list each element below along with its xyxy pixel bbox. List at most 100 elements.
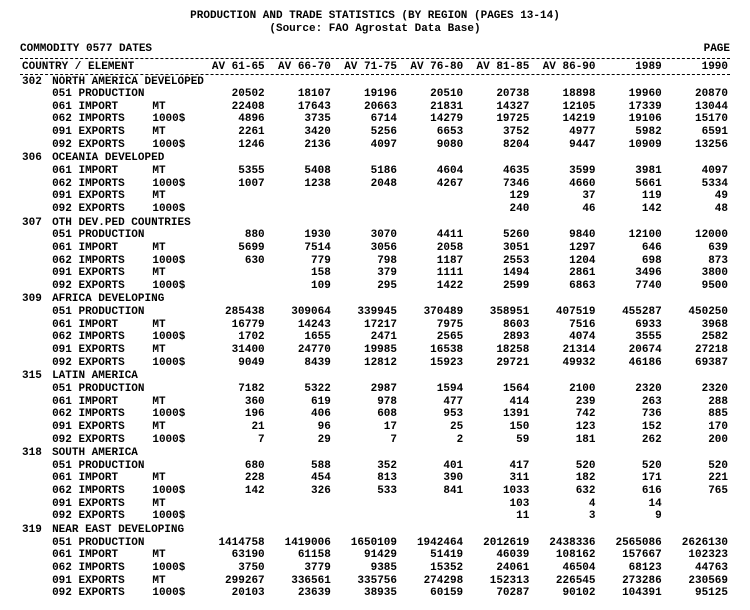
value-cell: 262: [598, 434, 664, 447]
stats-table: COUNTRY / ELEMENT AV 61-65AV 66-70AV 71-…: [20, 61, 730, 600]
col-header-left: COUNTRY / ELEMENT: [20, 61, 200, 74]
element-label: 061 IMPORT: [50, 549, 150, 562]
value-cell: 5661: [598, 178, 664, 191]
data-row: 092 EXPORTS1000$1139: [20, 510, 730, 523]
data-row: 062 IMPORTS1000$489637356714142791972514…: [20, 113, 730, 126]
value-cell: 3555: [598, 331, 664, 344]
value-cell: 1655: [267, 331, 333, 344]
region-header: 306OCEANIA DEVELOPED: [20, 151, 730, 165]
value-cell: [399, 203, 465, 216]
value-cell: 885: [664, 408, 730, 421]
value-cell: 5260: [465, 229, 531, 242]
value-cell: 21831: [399, 101, 465, 114]
value-cell: 158: [267, 267, 333, 280]
element-unit: [150, 383, 200, 396]
value-cell: 813: [333, 472, 399, 485]
value-cell: 263: [598, 396, 664, 409]
value-cell: 14279: [399, 113, 465, 126]
value-cell: 14: [598, 498, 664, 511]
element-label: 092 EXPORTS: [50, 139, 150, 152]
value-cell: 7182: [200, 383, 266, 396]
value-cell: 46039: [465, 549, 531, 562]
value-cell: 129: [465, 190, 531, 203]
value-cell: [200, 203, 266, 216]
value-cell: 1702: [200, 331, 266, 344]
value-cell: 12105: [531, 101, 597, 114]
element-unit: MT: [150, 575, 200, 588]
value-cell: 9447: [531, 139, 597, 152]
value-cell: 2048: [333, 178, 399, 191]
value-cell: 1204: [531, 255, 597, 268]
value-cell: 7514: [267, 242, 333, 255]
value-cell: 16779: [200, 319, 266, 332]
region-header: 307OTH DEV.PED COUNTRIES: [20, 216, 730, 230]
divider-top: [20, 58, 730, 59]
value-cell: 18258: [465, 344, 531, 357]
region-code: 309: [20, 292, 50, 306]
data-row: 061 IMPORTMT6319061158914295141946039108…: [20, 549, 730, 562]
data-row: 061 IMPORTMT228454813390311182171221: [20, 472, 730, 485]
data-row: 091 EXPORTSMT314002477019985165381825821…: [20, 344, 730, 357]
value-cell: 14219: [531, 113, 597, 126]
value-cell: 3735: [267, 113, 333, 126]
commodity-label: COMMODITY 0577 DATES: [20, 43, 152, 56]
element-unit: MT: [150, 498, 200, 511]
value-cell: 2626130: [664, 537, 730, 550]
data-row: 061 IMPORTMT5699751430562058305112976466…: [20, 242, 730, 255]
value-cell: 414: [465, 396, 531, 409]
element-label: 062 IMPORTS: [50, 178, 150, 191]
value-cell: 390: [399, 472, 465, 485]
value-cell: 49: [664, 190, 730, 203]
region-code: 307: [20, 216, 50, 230]
value-cell: 477: [399, 396, 465, 409]
element-unit: 1000$: [150, 587, 200, 600]
element-label: 092 EXPORTS: [50, 510, 150, 523]
region-name: LATIN AMERICA: [50, 369, 730, 383]
value-cell: 401: [399, 460, 465, 473]
data-row: 092 EXPORTS1000$904984391281215923297214…: [20, 357, 730, 370]
value-cell: 90102: [531, 587, 597, 600]
element-label: 051 PRODUCTION: [50, 229, 150, 242]
value-cell: 6714: [333, 113, 399, 126]
value-cell: 798: [333, 255, 399, 268]
value-cell: 38935: [333, 587, 399, 600]
value-cell: 5186: [333, 165, 399, 178]
value-cell: 200: [664, 434, 730, 447]
element-label: 091 EXPORTS: [50, 575, 150, 588]
value-cell: [267, 510, 333, 523]
region-code: 319: [20, 523, 50, 537]
value-cell: 103: [465, 498, 531, 511]
element-label: 091 EXPORTS: [50, 498, 150, 511]
value-cell: 20103: [200, 587, 266, 600]
value-cell: 2012619: [465, 537, 531, 550]
col-header-period: AV 86-90: [531, 61, 597, 74]
value-cell: 299267: [200, 575, 266, 588]
value-cell: 953: [399, 408, 465, 421]
value-cell: 4411: [399, 229, 465, 242]
region-header: 309AFRICA DEVELOPING: [20, 292, 730, 306]
region-code: 306: [20, 151, 50, 165]
data-row: 061 IMPORTMT5355540851864604463535993981…: [20, 165, 730, 178]
value-cell: 3496: [598, 267, 664, 280]
element-unit: 1000$: [150, 434, 200, 447]
value-cell: 19985: [333, 344, 399, 357]
value-cell: 18898: [531, 88, 597, 101]
value-cell: [333, 203, 399, 216]
element-unit: 1000$: [150, 255, 200, 268]
value-cell: 4896: [200, 113, 266, 126]
value-cell: 16538: [399, 344, 465, 357]
value-cell: 102323: [664, 549, 730, 562]
value-cell: 417: [465, 460, 531, 473]
value-cell: 10909: [598, 139, 664, 152]
element-unit: MT: [150, 472, 200, 485]
data-row: 062 IMPORTS1000$142326533841103363261676…: [20, 485, 730, 498]
value-cell: 15923: [399, 357, 465, 370]
value-cell: 8603: [465, 319, 531, 332]
value-cell: 59: [465, 434, 531, 447]
data-row: 091 EXPORTSMT15837911111494286134963800: [20, 267, 730, 280]
value-cell: 96: [267, 421, 333, 434]
value-cell: [267, 190, 333, 203]
value-cell: 5256: [333, 126, 399, 139]
value-cell: 619: [267, 396, 333, 409]
element-unit: MT: [150, 242, 200, 255]
